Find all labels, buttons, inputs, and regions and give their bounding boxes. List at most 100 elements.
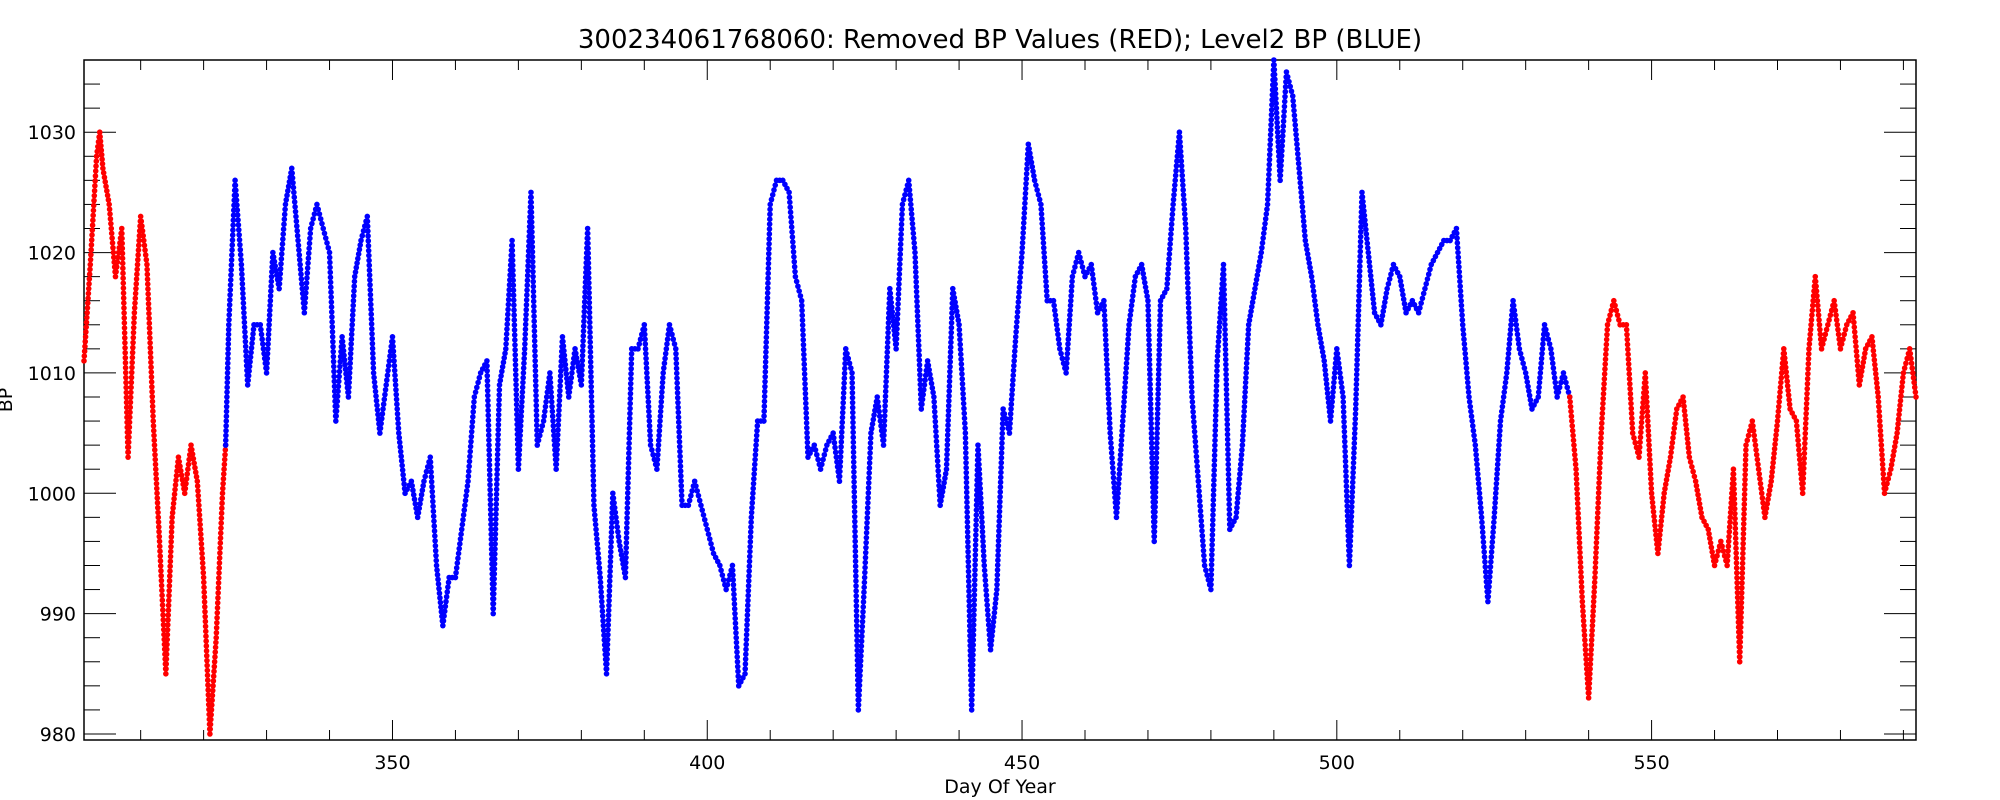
data-point: [858, 643, 865, 649]
data-point: [89, 227, 96, 233]
data-point: [1243, 365, 1250, 371]
data-point: [98, 151, 105, 158]
data-point: [694, 488, 700, 494]
data-point: [821, 451, 828, 458]
data-point: [860, 599, 867, 605]
data-point: [763, 344, 769, 351]
data-point: [283, 197, 290, 203]
data-point: [1652, 522, 1658, 529]
data-point: [853, 573, 859, 579]
data-point: [1291, 112, 1298, 119]
data-point: [734, 663, 741, 670]
data-point: [1801, 455, 1807, 462]
data-point: [418, 491, 425, 498]
data-point: [1744, 437, 1751, 444]
data-point: [226, 307, 233, 313]
data-point: [1108, 450, 1115, 456]
data-point: [1148, 445, 1155, 451]
data-point: [1596, 465, 1603, 471]
data-point: [1350, 464, 1357, 471]
data-point: [1208, 576, 1214, 583]
data-point: [615, 533, 622, 540]
data-point: [675, 404, 681, 411]
data-point: [146, 330, 153, 336]
data-point: [590, 453, 596, 459]
data-point: [761, 388, 768, 395]
data-point: [918, 406, 925, 412]
data-point: [976, 466, 983, 473]
data-point: [996, 528, 1002, 534]
data-point: [350, 297, 357, 304]
data-point: [1881, 490, 1888, 497]
data-point: [214, 614, 220, 621]
data-point: [504, 326, 510, 332]
data-point: [1597, 455, 1603, 461]
data-point: [973, 502, 980, 508]
data-point: [1424, 276, 1431, 282]
data-point: [907, 191, 913, 198]
data-point: [377, 425, 384, 432]
data-point: [1000, 406, 1006, 412]
data-point: [1880, 466, 1886, 473]
data-point: [1089, 271, 1096, 278]
data-point: [1535, 394, 1542, 400]
data-point: [764, 295, 771, 301]
data-point: [1200, 542, 1206, 549]
data-point: [198, 541, 205, 547]
data-point: [804, 439, 811, 446]
data-point: [130, 344, 136, 351]
data-point: [550, 418, 556, 424]
data-point: [852, 553, 859, 560]
data-point: [895, 301, 901, 307]
data-point: [118, 225, 125, 232]
data-point: [1292, 127, 1299, 133]
data-point: [970, 632, 977, 638]
data-point: [1070, 269, 1077, 275]
data-point: [1740, 535, 1747, 542]
data-point: [772, 182, 779, 188]
data-point: [852, 538, 859, 545]
data-point: [1025, 141, 1032, 148]
data-point: [99, 156, 105, 163]
data-point: [606, 578, 613, 584]
data-point: [1353, 381, 1360, 388]
data-point: [1822, 331, 1829, 338]
data-point: [1647, 461, 1653, 468]
data-point: [689, 488, 695, 494]
data-point: [1348, 523, 1354, 530]
data-point: [84, 305, 91, 311]
data-point: [1525, 383, 1531, 390]
data-point: [765, 250, 772, 257]
data-point: [1190, 414, 1197, 420]
data-point: [1742, 476, 1748, 483]
data-point: [947, 344, 954, 351]
data-point: [850, 434, 857, 441]
data-point: [151, 447, 158, 453]
data-point: [931, 399, 937, 405]
data-point: [819, 461, 825, 468]
data-point: [1296, 165, 1302, 172]
data-point: [731, 601, 738, 607]
data-point: [999, 425, 1006, 432]
data-point: [579, 352, 586, 359]
data-point: [663, 346, 670, 352]
data-point: [188, 442, 194, 448]
data-point: [494, 471, 500, 478]
data-point: [555, 422, 562, 428]
data-point: [761, 393, 768, 400]
data-point: [204, 677, 211, 683]
data-point: [295, 242, 302, 249]
data-point: [932, 413, 938, 420]
data-point: [142, 247, 148, 253]
data-point: [155, 509, 161, 516]
data-point: [455, 550, 462, 557]
data-point: [972, 547, 979, 553]
data-point: [1574, 495, 1581, 502]
data-point: [851, 508, 858, 515]
data-point: [789, 234, 796, 240]
data-point: [1651, 513, 1657, 520]
data-point: [1038, 201, 1044, 208]
data-point: [163, 671, 169, 677]
data-point: [1453, 225, 1460, 232]
data-point: [315, 206, 321, 213]
